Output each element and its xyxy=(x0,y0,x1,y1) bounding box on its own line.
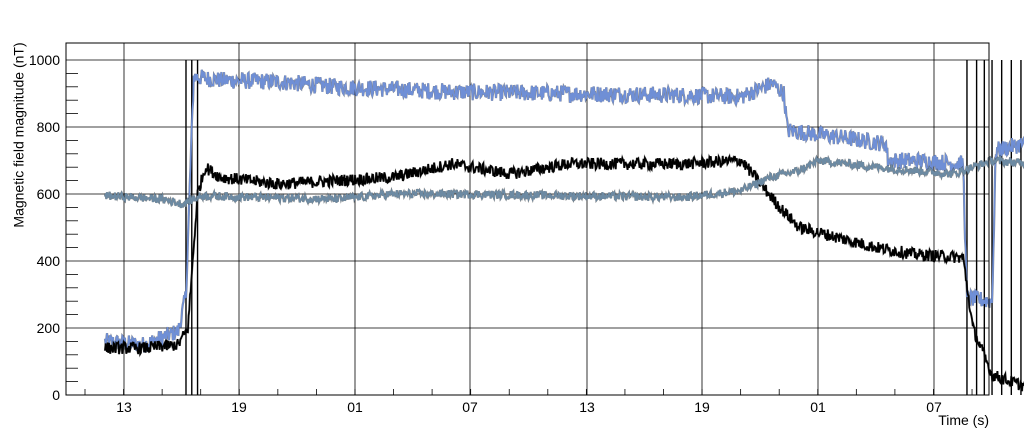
y-tick-label: 400 xyxy=(37,253,61,269)
y-axis-title: Magnetic field magnitude (nT) xyxy=(11,42,27,227)
y-axis: 0 200 400 600 800 1000 xyxy=(29,52,78,403)
plot-frame xyxy=(65,42,990,396)
blue-series xyxy=(104,69,1024,353)
x-tick-label: 01 xyxy=(810,399,826,415)
y-tick-label: 1000 xyxy=(29,52,60,68)
x-axis-title: Time (s) xyxy=(938,412,989,428)
black-series xyxy=(104,153,1024,392)
y-tick-label: 600 xyxy=(37,186,61,202)
y-tick-label: 0 xyxy=(52,387,60,403)
gray-series xyxy=(104,155,1024,209)
x-tick-label: 01 xyxy=(347,399,363,415)
y-tick-label: 800 xyxy=(37,119,61,135)
x-tick-label: 07 xyxy=(926,399,942,415)
x-axis: 13 19 01 07 13 19 01 07 xyxy=(84,389,973,415)
x-tick-label: 19 xyxy=(231,399,247,415)
x-tick-label: 13 xyxy=(579,399,595,415)
x-tick-label: 19 xyxy=(694,399,710,415)
x-tick-label: 07 xyxy=(462,399,478,415)
grid-lines xyxy=(66,43,989,396)
y-tick-label: 200 xyxy=(37,320,61,336)
x-tick-label: 13 xyxy=(116,399,132,415)
plot-area xyxy=(103,60,1024,395)
